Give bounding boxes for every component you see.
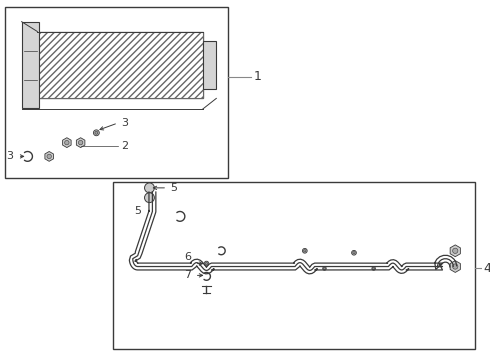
Circle shape [47,154,51,159]
Circle shape [204,261,209,266]
Circle shape [453,264,458,269]
Bar [37,32,202,98]
Text: 5: 5 [170,183,177,193]
Bar [37,32,202,98]
Circle shape [65,140,69,145]
Circle shape [145,183,154,193]
Bar [202,41,216,89]
Text: 4: 4 [484,262,490,275]
Circle shape [78,140,83,145]
Circle shape [323,267,325,269]
Text: 2: 2 [121,141,128,150]
Polygon shape [45,152,53,161]
Text: 3: 3 [121,118,128,128]
Text: 6: 6 [184,252,191,262]
Circle shape [323,267,326,270]
Circle shape [453,248,458,253]
Bar [22,22,39,108]
Circle shape [304,249,306,252]
Bar [5,7,228,178]
Circle shape [373,267,374,269]
Circle shape [95,131,98,134]
Polygon shape [450,245,461,257]
Circle shape [205,262,208,265]
Text: 5: 5 [134,207,141,216]
Polygon shape [76,138,85,148]
Circle shape [94,130,99,136]
Bar [37,32,202,98]
Text: 7: 7 [184,270,191,280]
Text: 1: 1 [254,70,262,83]
Circle shape [302,248,307,253]
Circle shape [352,251,356,255]
Text: 3: 3 [6,152,13,161]
Polygon shape [63,138,71,148]
Bar [113,182,475,349]
Circle shape [353,252,355,254]
Circle shape [145,193,154,203]
Polygon shape [450,261,461,273]
Circle shape [372,267,375,270]
